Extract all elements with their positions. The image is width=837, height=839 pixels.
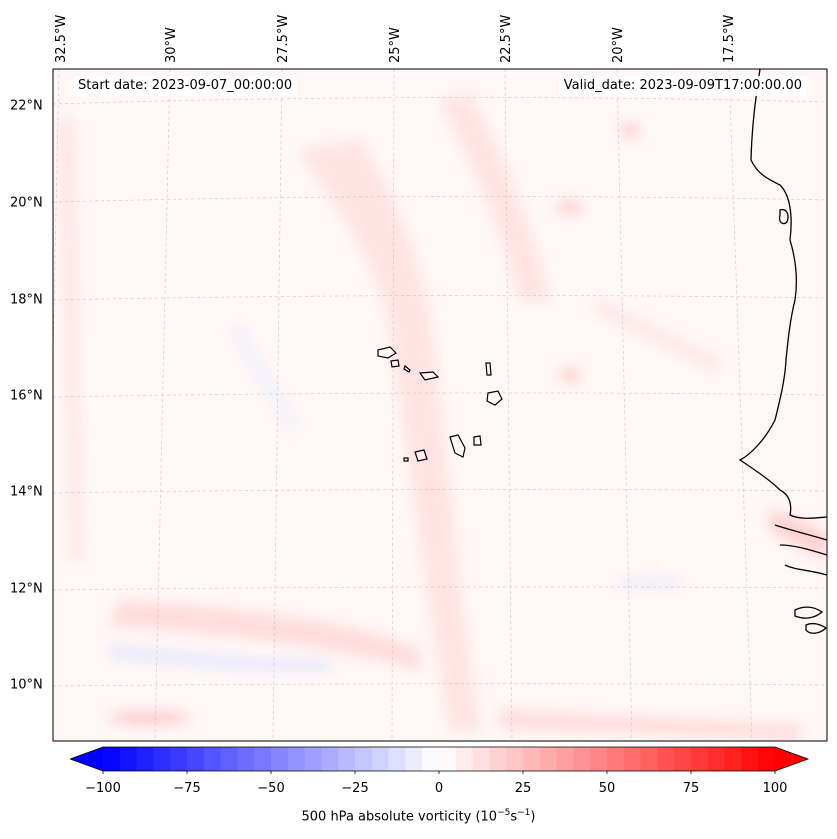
colorbar-segment xyxy=(741,747,759,771)
colorbar-segment xyxy=(758,747,776,771)
colorbar-tick-label: 25 xyxy=(514,781,532,796)
lon-label-22-5w: 22.5°W xyxy=(499,14,514,63)
colorbar-segment xyxy=(707,747,726,771)
colorbar-tick-marks xyxy=(102,771,776,774)
colorbar-segment xyxy=(439,747,457,771)
lat-label-20n: 20°N xyxy=(10,195,43,211)
colorbar-segment xyxy=(640,747,658,771)
lon-label-25w: 25°W xyxy=(388,27,403,63)
valid-date-label: Valid_date: 2023-09-09T17:00:00.00 xyxy=(558,76,807,96)
colorbar-tick-label: 75 xyxy=(682,781,700,796)
colorbar-segment xyxy=(355,747,373,771)
colorbar-segment xyxy=(556,747,574,771)
colorbar-title: 500 hPa absolute vorticity (10−5s−1) xyxy=(301,808,536,825)
lat-label-22n: 22°N xyxy=(10,98,43,114)
vorticity-map xyxy=(52,68,828,742)
colorbar-segment xyxy=(119,747,138,771)
colorbar-segment xyxy=(539,747,558,771)
graticule xyxy=(53,69,827,741)
lon-label-30w: 30°W xyxy=(164,27,179,63)
colorbar-segment xyxy=(187,747,205,771)
cape-verde-islands xyxy=(377,346,503,462)
colorbar-segment xyxy=(590,747,608,771)
colorbar-segment xyxy=(506,747,524,771)
colorbar-segment xyxy=(489,747,507,771)
colorbar-segment xyxy=(607,747,625,771)
colorbar-segment xyxy=(103,747,121,771)
lat-label-16n: 16°N xyxy=(10,388,43,404)
colorbar-segment xyxy=(691,747,709,771)
colorbar-segment xyxy=(455,747,474,771)
colorbar-segment xyxy=(254,747,272,771)
colorbar-segment xyxy=(287,747,306,771)
colorbar-segment xyxy=(371,747,390,771)
lat-label-12n: 12°N xyxy=(10,581,43,597)
colorbar-tick-label: −100 xyxy=(85,781,121,796)
colorbar-segment xyxy=(170,747,188,771)
colorbar-tick-label: 50 xyxy=(598,781,616,796)
lat-label-18n: 18°N xyxy=(10,292,43,308)
vorticity-field xyxy=(60,95,827,740)
start-date-label: Start date: 2023-09-07_00:00:00 xyxy=(73,76,298,96)
colorbar-segment xyxy=(657,747,675,771)
colorbar-segment xyxy=(674,747,692,771)
lat-label-10n: 10°N xyxy=(10,677,43,693)
lon-label-17-5w: 17.5°W xyxy=(722,14,737,63)
colorbar-segment xyxy=(304,747,322,771)
colorbar xyxy=(70,746,810,774)
colorbar-low-extend xyxy=(70,747,103,771)
colorbar-segment xyxy=(153,747,171,771)
colorbar-segment xyxy=(338,747,356,771)
colorbar-segment xyxy=(271,747,289,771)
colorbar-tick-label: −50 xyxy=(257,781,285,796)
colorbar-segment xyxy=(237,747,255,771)
colorbar-segments xyxy=(103,747,776,771)
colorbar-segment xyxy=(405,747,423,771)
colorbar-tick-label: −25 xyxy=(341,781,369,796)
colorbar-tick-label: 0 xyxy=(434,781,444,796)
colorbar-segment xyxy=(388,747,406,771)
colorbar-segment xyxy=(472,747,490,771)
colorbar-tick-label: 100 xyxy=(762,781,788,796)
colorbar-high-extend xyxy=(775,747,808,771)
map-frame xyxy=(52,68,828,742)
colorbar-segment xyxy=(623,747,642,771)
colorbar-segment xyxy=(136,747,154,771)
lat-label-14n: 14°N xyxy=(10,484,43,500)
colorbar-segment xyxy=(573,747,591,771)
lon-label-27-5w: 27.5°W xyxy=(276,14,291,63)
colorbar-segment xyxy=(422,747,440,771)
colorbar-segment xyxy=(321,747,339,771)
lon-label-20w: 20°W xyxy=(611,27,626,63)
colorbar-segment xyxy=(523,747,541,771)
colorbar-tick-label: −75 xyxy=(173,781,201,796)
coastline xyxy=(738,69,827,634)
colorbar-segment xyxy=(220,747,238,771)
lon-label-32-5w: 32.5°W xyxy=(54,14,69,63)
colorbar-segment xyxy=(203,747,222,771)
colorbar-segment xyxy=(724,747,742,771)
